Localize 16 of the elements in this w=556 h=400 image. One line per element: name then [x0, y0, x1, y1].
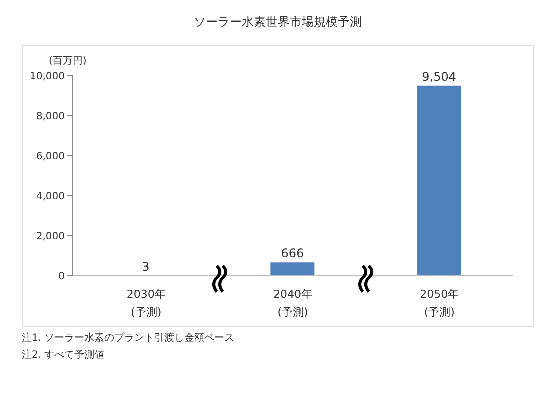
x-tick-label: 2050年 (予測) — [420, 288, 460, 319]
text: 注1. ソーラー水素のプラント引渡し金額ベース — [22, 332, 236, 345]
x-tick-label: 2030年 (予測) — [126, 288, 166, 319]
y-tick-label: 10,000 — [30, 72, 65, 83]
y-tick-label: 2,000 — [36, 232, 65, 243]
data-label: 3 — [142, 260, 150, 274]
data-label: 9,504 — [422, 70, 457, 84]
y-tick-label: 0 — [58, 272, 65, 283]
x-tick-label: 2040年 (予測) — [274, 288, 312, 319]
y-tick-label: 6,000 — [36, 152, 65, 163]
data-label: 666 — [281, 246, 304, 261]
y-tick-label: 8,000 — [36, 112, 65, 123]
chart-title: ソーラー水素世界市場規模予測 — [193, 14, 363, 31]
y-axis-title: (百万円) — [49, 55, 87, 68]
y-tick-label: 4,000 — [36, 192, 65, 203]
text: 注2. すべて予測値 — [22, 348, 106, 362]
